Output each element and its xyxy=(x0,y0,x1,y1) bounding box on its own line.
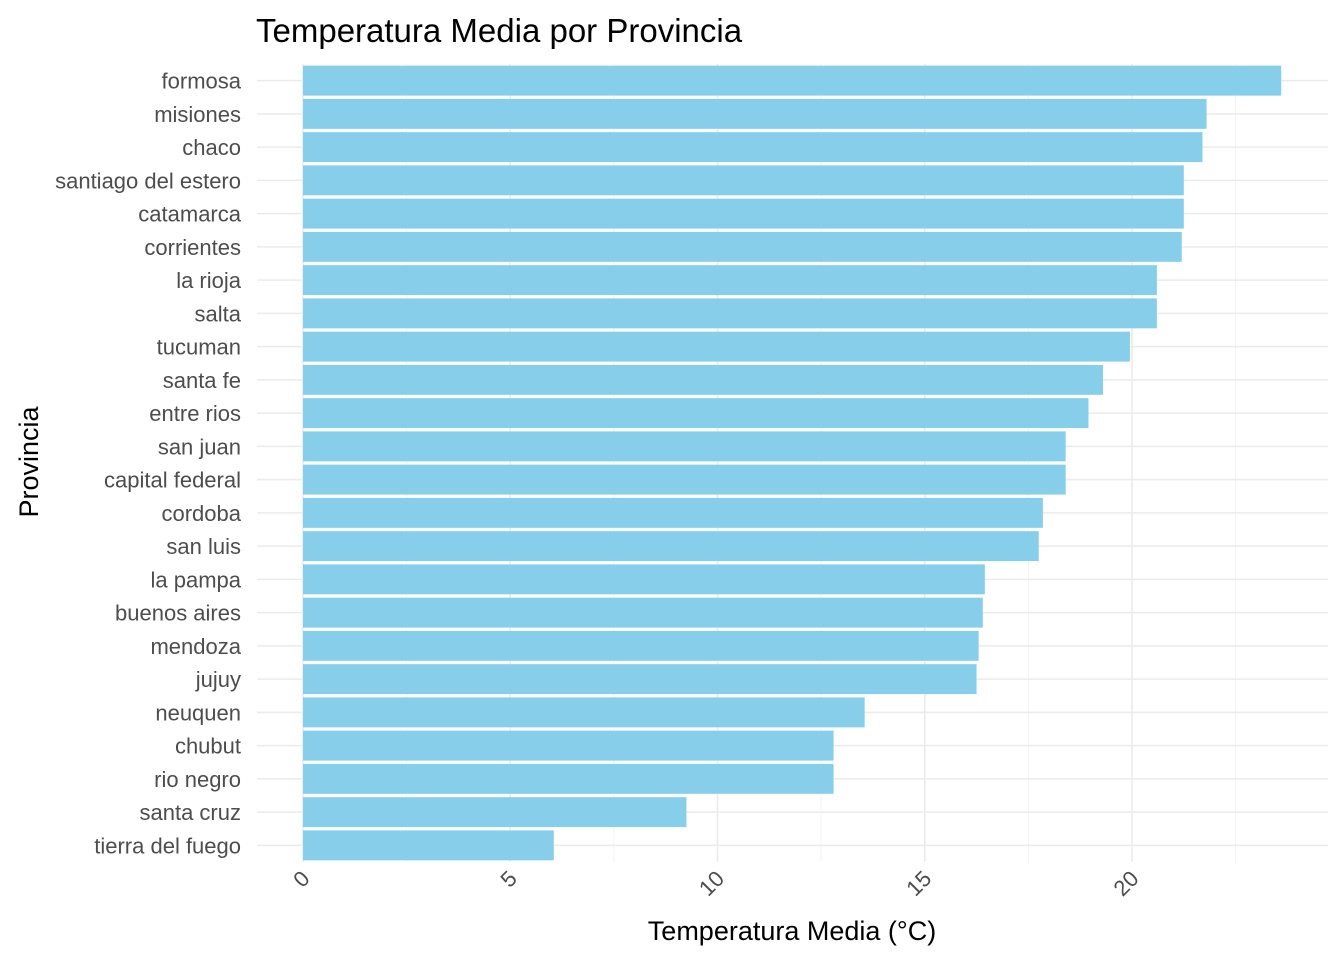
y-tick-label: cordoba xyxy=(161,501,241,526)
bar-formosa xyxy=(303,65,1282,96)
bar-cordoba xyxy=(303,497,1043,528)
x-tick-label: 0 xyxy=(288,866,314,892)
y-tick-label: rio negro xyxy=(154,767,241,792)
y-tick-label: san juan xyxy=(158,434,241,459)
y-tick-label: formosa xyxy=(162,69,242,94)
bar-entre-rios xyxy=(303,398,1089,429)
bar-catamarca xyxy=(303,198,1184,229)
y-tick-label: la rioja xyxy=(176,268,242,293)
bar-la-rioja xyxy=(303,265,1157,296)
y-tick-label: chaco xyxy=(182,135,241,160)
bar-chubut xyxy=(303,730,834,761)
y-tick-label: misiones xyxy=(154,102,241,127)
y-tick-label: salta xyxy=(195,301,242,326)
x-tick-label: 5 xyxy=(495,866,521,892)
y-tick-label: santa cruz xyxy=(140,800,242,825)
bar-rio-negro xyxy=(303,763,834,794)
bar-tierra-del-fuego xyxy=(303,830,554,861)
y-tick-label: capital federal xyxy=(104,468,241,493)
x-tick-label: 15 xyxy=(901,866,936,901)
bar-santa-cruz xyxy=(303,797,687,828)
bar-la-pampa xyxy=(303,564,985,595)
bar-santa-fe xyxy=(303,364,1103,395)
bar-corrientes xyxy=(303,231,1182,262)
x-axis-title: Temperatura Media (°C) xyxy=(648,916,936,946)
y-tick-label: santiago del estero xyxy=(55,168,241,193)
bar-mendoza xyxy=(303,630,979,661)
x-tick-label: 20 xyxy=(1109,866,1144,901)
bars xyxy=(303,65,1282,861)
y-tick-label: san luis xyxy=(166,534,241,559)
bar-chaco xyxy=(303,132,1203,163)
y-tick-labels: formosa misiones chaco santiago del estero c… xyxy=(55,69,242,859)
y-tick-label: entre rios xyxy=(149,401,241,426)
y-axis-title: Provincia xyxy=(14,405,44,517)
bar-buenos-aires xyxy=(303,597,983,628)
bar-san-juan xyxy=(303,431,1066,462)
chart-title: Temperatura Media por Provincia xyxy=(256,12,743,49)
bar-san-luis xyxy=(303,531,1039,562)
y-tick-label: catamarca xyxy=(138,202,241,227)
bar-tucuman xyxy=(303,331,1130,362)
y-tick-label: neuquen xyxy=(155,700,241,725)
y-tick-label: santa fe xyxy=(163,368,241,393)
x-tick-labels: 0 5 10 15 20 xyxy=(288,866,1143,901)
bar-salta xyxy=(303,298,1157,329)
bar-misiones xyxy=(303,98,1207,129)
bar-santiago-del-estero xyxy=(303,165,1184,196)
y-tick-label: mendoza xyxy=(150,634,241,659)
y-tick-label: corrientes xyxy=(144,235,241,260)
x-tick-label: 10 xyxy=(694,866,729,901)
y-tick-label: jujuy xyxy=(195,667,241,692)
bar-jujuy xyxy=(303,664,977,695)
bar-neuquen xyxy=(303,697,865,728)
y-tick-label: buenos aires xyxy=(115,601,241,626)
bar-capital-federal xyxy=(303,464,1066,495)
y-tick-label: chubut xyxy=(175,734,241,759)
y-tick-label: la pampa xyxy=(150,567,241,592)
y-tick-label: tucuman xyxy=(157,335,241,360)
y-tick-label: tierra del fuego xyxy=(94,833,241,858)
